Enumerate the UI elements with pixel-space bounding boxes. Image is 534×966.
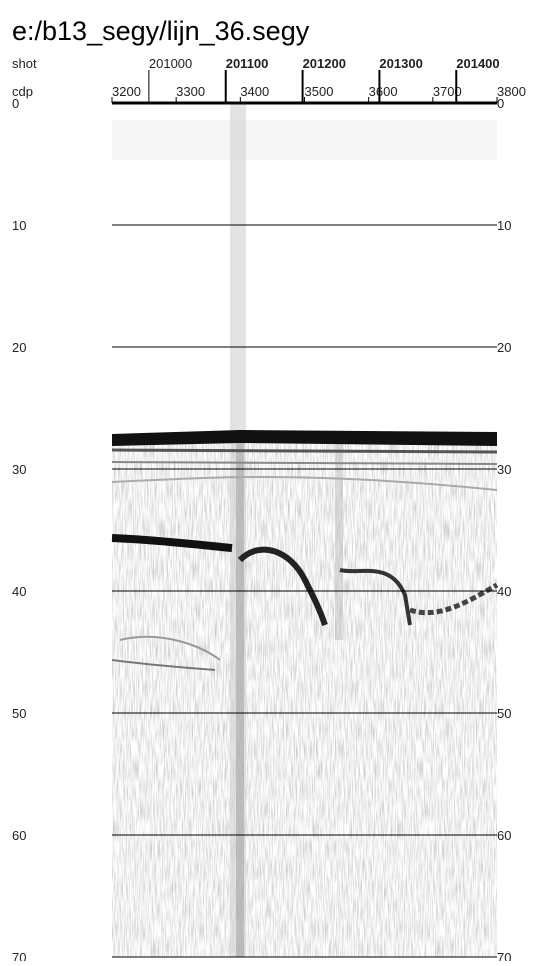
shot-tick-label: 201300 [379,56,422,71]
y-tick-label: 40 [12,584,26,599]
y2-tick-label: 20 [497,340,511,355]
seismic-image [111,103,499,957]
y-tick-label: 20 [12,340,26,355]
shot-tick-label: 201200 [303,56,346,71]
y-tick-label: 0 [12,96,19,111]
shot-tick-label: 201400 [456,56,499,71]
y-tick-label: 70 [12,950,26,961]
y2-tick-label: 60 [497,828,511,843]
cdp-tick-label: 3700 [433,84,462,99]
y2-tick-label: 10 [497,218,511,233]
y2-tick-label: 50 [497,706,511,721]
cdp-tick-label: 3800 [497,84,526,99]
cdp-tick-label: 3300 [176,84,205,99]
cdp-tick-label: 3600 [369,84,398,99]
y2-tick-label: 0 [497,96,504,111]
y-tick-label: 30 [12,462,26,477]
y2-tick-label: 70 [497,950,511,961]
shot-tick-label: 201000 [149,56,192,71]
chart-title: e:/b13_segy/lijn_36.segy [12,16,310,46]
cdp-tick-label: 3200 [112,84,141,99]
cdp-tick-label: 3500 [305,84,334,99]
y-tick-label: 10 [12,218,26,233]
cdp-tick-label: 3400 [240,84,269,99]
shot-axis-label: shot [12,56,37,71]
y-tick-label: 50 [12,706,26,721]
cdp-axis-label: cdp [12,84,33,99]
y2-tick-label: 30 [497,462,511,477]
y-tick-label: 60 [12,828,26,843]
y2-tick-label: 40 [497,584,511,599]
shot-tick-label: 201100 [226,56,269,71]
